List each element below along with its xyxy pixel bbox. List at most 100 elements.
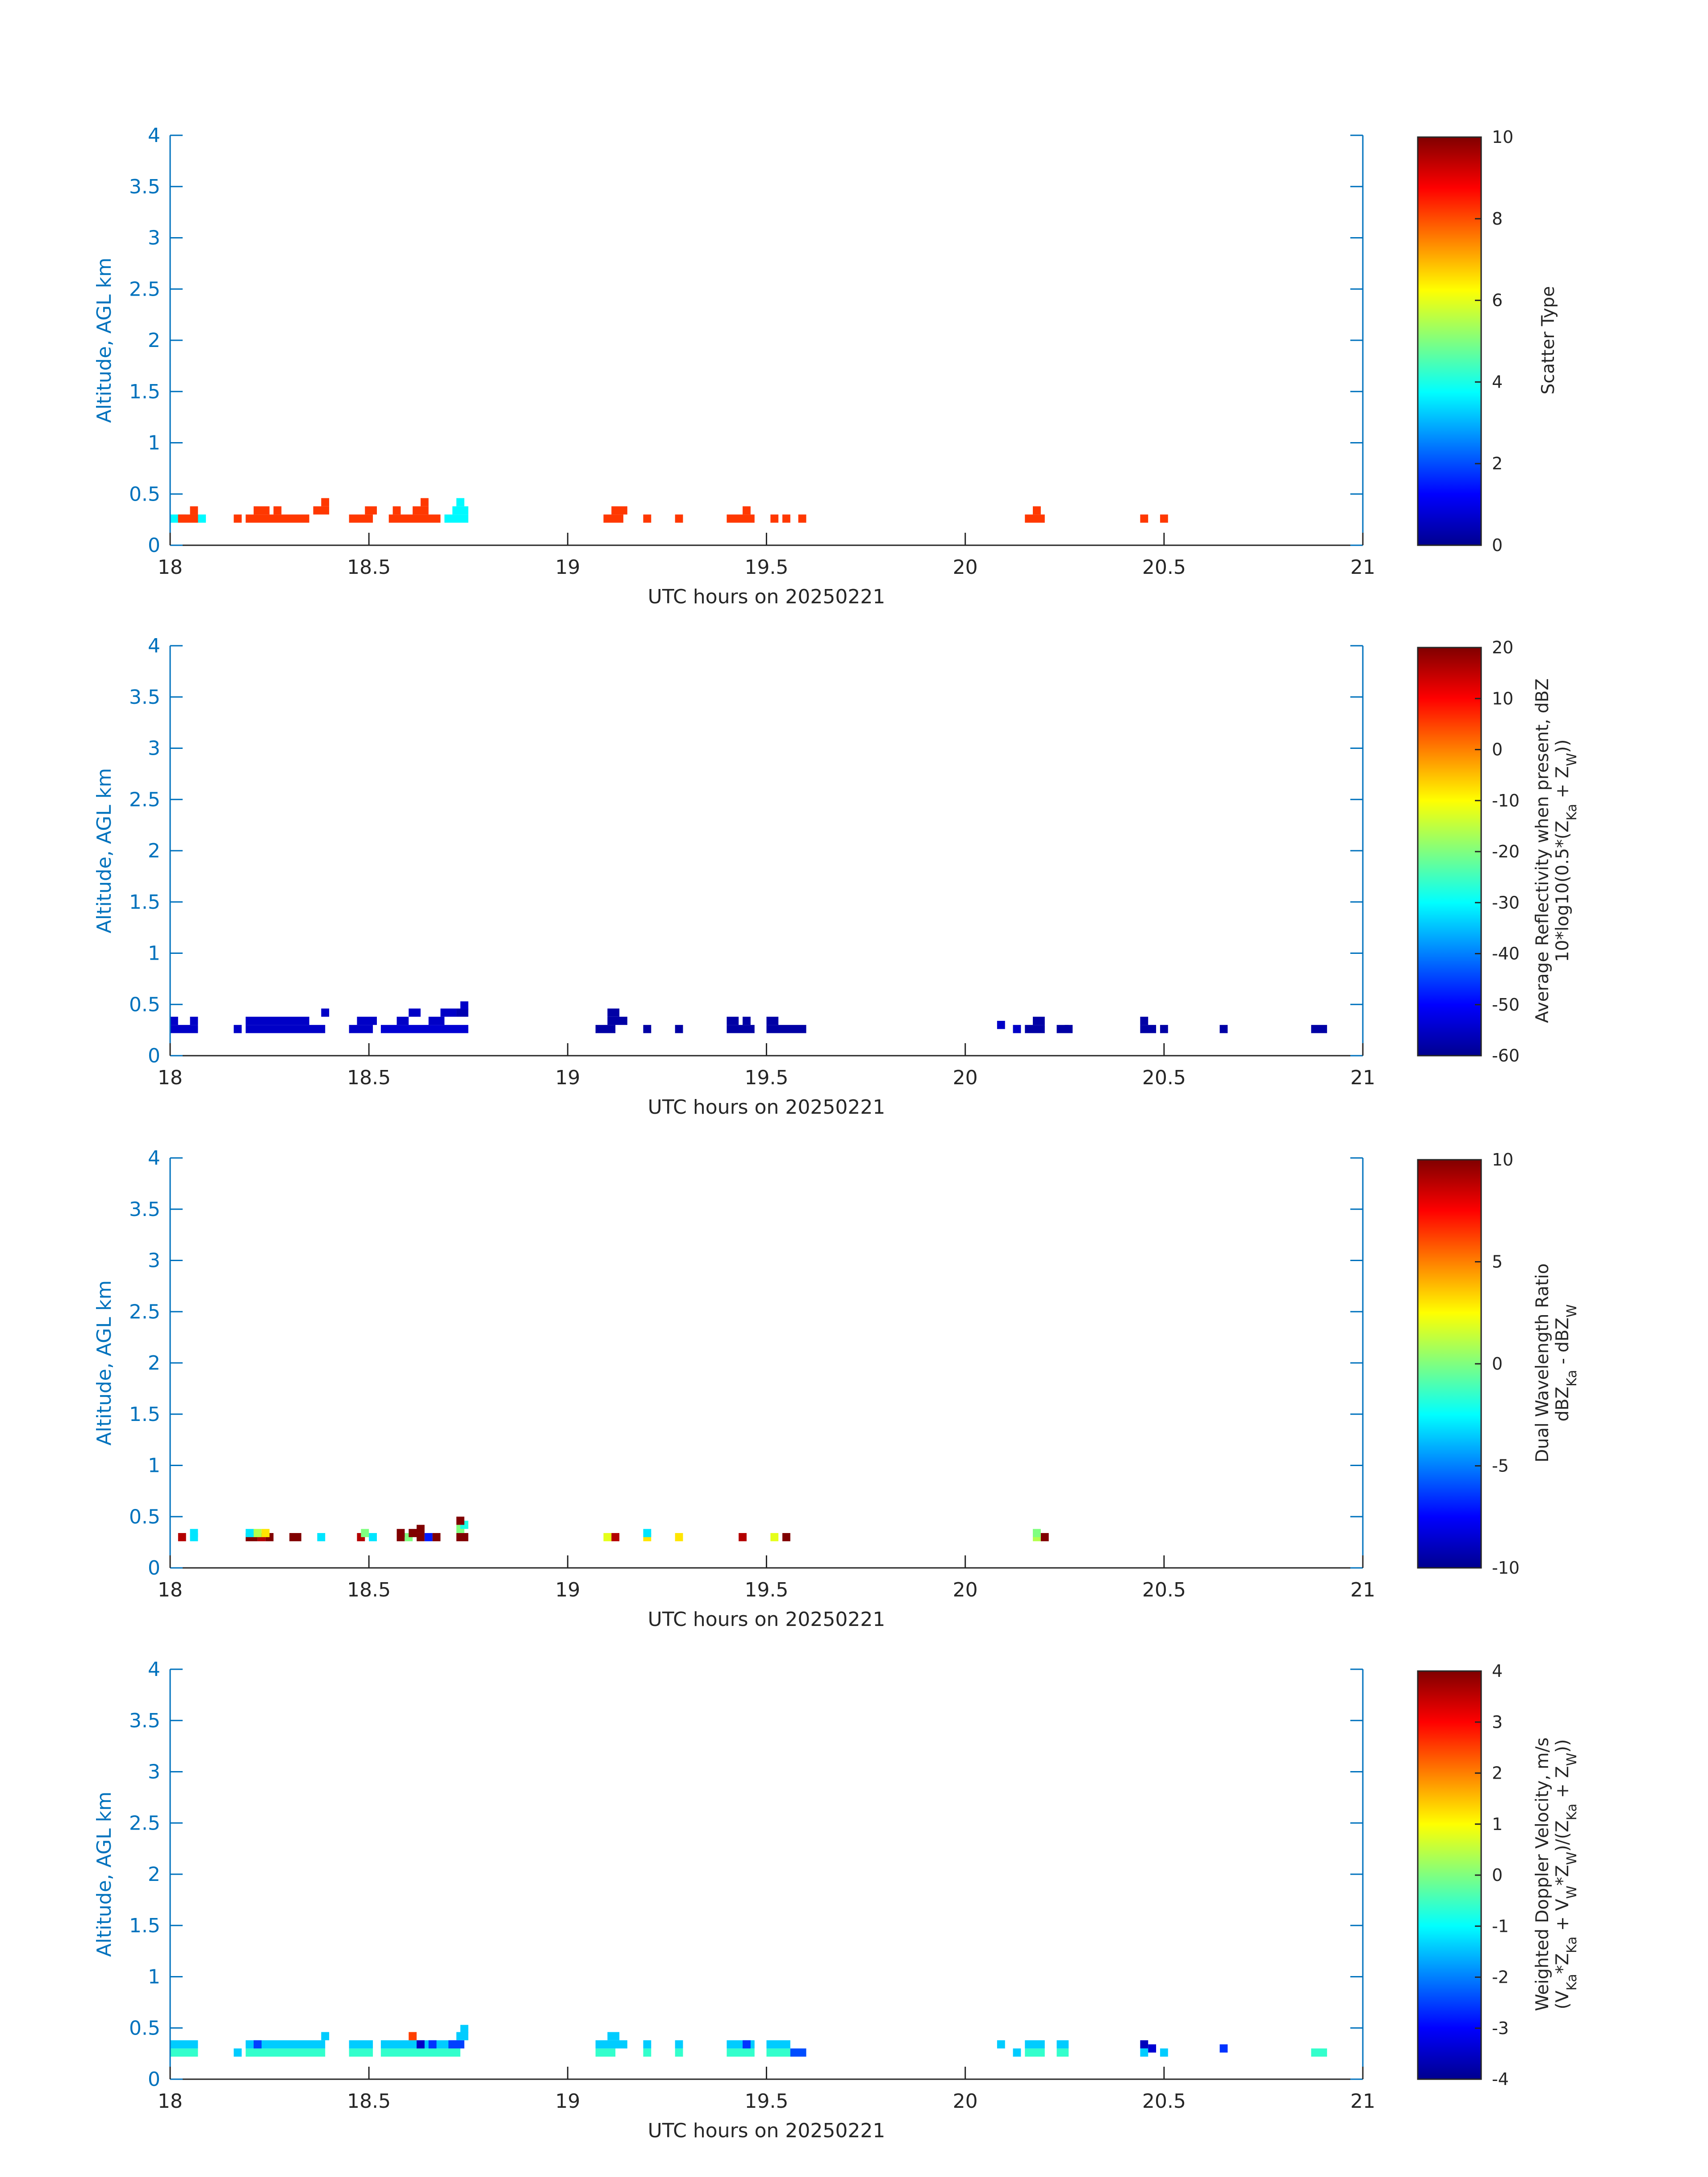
colorbar-tick-label: -2: [1492, 1968, 1509, 1987]
colorbar-tick-label: -1: [1492, 1916, 1509, 1936]
formula-text: )): [1553, 740, 1573, 753]
formula-text: *Z: [1553, 1953, 1573, 1974]
heatmap-cell: [417, 2040, 425, 2049]
colorbar-tick-label: 0: [1492, 1865, 1503, 1885]
x-tick-label: 19.5: [745, 1066, 789, 1089]
heatmap-cell: [190, 506, 198, 515]
colorbar-tick-label: 8: [1492, 209, 1503, 229]
x-tick-label: 19.5: [745, 556, 789, 579]
heatmap-cell: [1140, 2040, 1148, 2049]
heatmap-cell: [1219, 2044, 1228, 2053]
heatmap-cell: [293, 1016, 309, 1025]
y-tick-label: 2: [148, 840, 160, 862]
heatmap-cell: [388, 514, 441, 523]
heatmap-cell: [643, 2040, 651, 2049]
heatmap-cell: [234, 1025, 242, 1033]
y-tick-label: 4: [148, 1147, 160, 1170]
colorbar-tick-label: 10: [1492, 127, 1513, 147]
colorbar-tick-label: -5: [1492, 1456, 1509, 1476]
heatmap-cell: [643, 2048, 651, 2057]
heatmap-cell: [675, 514, 683, 523]
y-tick-label: 2: [148, 1863, 160, 1886]
x-tick-label: 20: [953, 2090, 978, 2113]
heatmap-cell: [409, 1529, 417, 1538]
y-tick-label: 0.5: [129, 1505, 160, 1528]
heatmap-cell: [170, 2048, 198, 2057]
heatmap-cell: [234, 514, 242, 523]
x-tick-label: 20.5: [1142, 2090, 1186, 2113]
colorbar-tick-label: -50: [1492, 995, 1520, 1015]
heatmap-cells: [170, 2025, 1327, 2057]
heatmap-cell: [440, 1008, 457, 1017]
heatmap-cell: [643, 1529, 651, 1538]
x-tick-label: 18: [158, 2090, 183, 2113]
colorbar-tick-label: 3: [1492, 1712, 1503, 1732]
colorbar-tick-label: -10: [1492, 791, 1520, 811]
colorbar-tick-label: -4: [1492, 2069, 1509, 2089]
y-tick-label: 0.5: [129, 2017, 160, 2039]
heatmap-cell: [253, 1529, 262, 1538]
heatmap-cell: [766, 2048, 790, 2057]
x-tick-label: 19: [555, 1066, 580, 1089]
x-tick-label: 19: [555, 2090, 580, 2113]
heatmap-cell: [611, 506, 627, 515]
heatmap-cell: [428, 1016, 445, 1025]
y-tick-label: 1.5: [129, 1403, 160, 1426]
heatmap-cell: [743, 2040, 751, 2049]
heatmap-cell: [178, 1533, 186, 1542]
colorbar-tick-label: 10: [1492, 689, 1513, 708]
colorbar-tick-label: 0: [1492, 535, 1503, 555]
x-tick-label: 20: [953, 556, 978, 579]
heatmap-cell: [246, 514, 309, 523]
heatmap-cell: [743, 506, 751, 515]
heatmap-cell: [380, 1025, 468, 1033]
heatmap-cell: [409, 2032, 417, 2040]
heatmap-cell: [170, 1016, 178, 1025]
heatmap-cell: [273, 506, 282, 515]
formula-subscript: Ka: [1564, 1370, 1580, 1387]
colorbar-tick-label: 1: [1492, 1814, 1503, 1834]
heatmap-cell: [1140, 1016, 1148, 1025]
formula-subscript: W: [1564, 753, 1580, 766]
heatmap-cell: [261, 1529, 270, 1538]
formula-subscript: W: [1564, 1753, 1580, 1766]
heatmap-cell: [1033, 1529, 1041, 1538]
formula-text: - dBZ: [1553, 1317, 1573, 1370]
y-axis-label: Altitude, AGL km: [93, 258, 116, 423]
colorbar: -60 -50 -40 -30 -20 -10 0 10 20 Average Reflectiv…: [1417, 638, 1580, 1066]
heatmap-cell: [798, 514, 806, 523]
x-tick-label: 20.5: [1142, 1066, 1186, 1089]
heatmap-cell: [675, 1533, 683, 1542]
y-tick-label: 3: [148, 1249, 160, 1272]
y-axis-label: Altitude, AGL km: [93, 768, 116, 933]
colorbar: 0 2 4 6 8 10 Scatter Type: [1417, 127, 1558, 555]
heatmap-cell: [595, 2040, 627, 2049]
formula-text: 10*log10(0.5*(Z: [1553, 820, 1573, 962]
colorbar-formula: (VKa*ZKa + VW*ZW)/(ZKa + ZW)): [1553, 1739, 1580, 2009]
colorbar-tick-label: -20: [1492, 842, 1520, 861]
heatmap-cell: [361, 1529, 369, 1538]
heatmap-cell: [349, 1025, 373, 1033]
y-tick-label: 3.5: [129, 1198, 160, 1221]
heatmap-cell: [349, 514, 373, 523]
heatmap-cell: [190, 1016, 198, 1025]
heatmap-cell: [770, 1533, 779, 1542]
y-tick-label: 3.5: [129, 175, 160, 198]
heatmap-cells: [170, 1001, 1327, 1033]
y-tick-label: 0.5: [129, 993, 160, 1016]
colorbar-tick-label: -3: [1492, 2018, 1509, 2038]
x-tick-label: 19.5: [745, 1579, 789, 1601]
y-tick-label: 4: [148, 124, 160, 147]
heatmap-cell: [727, 2048, 755, 2057]
heatmap-cell: [595, 2048, 616, 2057]
heatmap-cell: [1065, 1025, 1073, 1033]
heatmap-cell: [253, 506, 270, 515]
x-tick-label: 18.5: [347, 1579, 391, 1601]
formula-subscript: Ka: [1564, 804, 1580, 821]
heatmap-cell: [643, 1025, 651, 1033]
colorbar-formula: 10*log10(0.5*(ZKa + ZW)): [1553, 740, 1580, 962]
colorbar-label: Average Reflectivity when present, dBZ: [1533, 678, 1553, 1023]
heatmap-cell: [170, 1025, 198, 1033]
heatmap-cell: [1040, 1533, 1049, 1542]
heatmap-cell: [456, 1008, 468, 1017]
